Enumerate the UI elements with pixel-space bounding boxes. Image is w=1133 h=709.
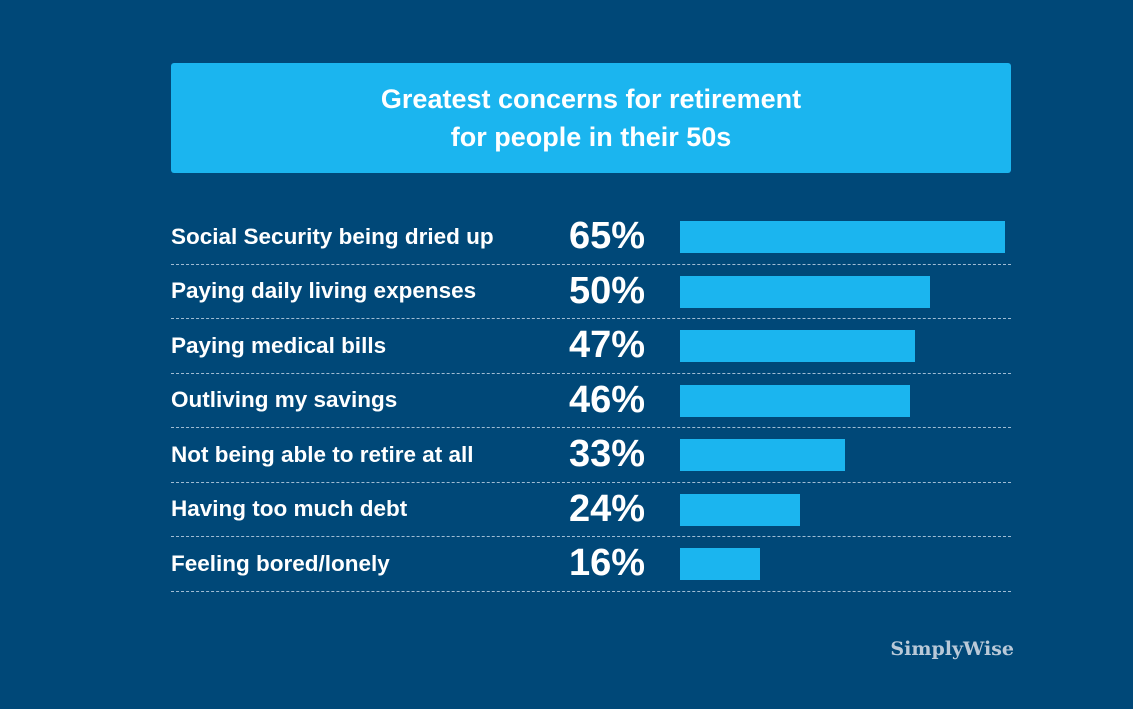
category-label: Social Security being dried up: [171, 223, 494, 249]
category-label: Feeling bored/lonely: [171, 550, 390, 576]
bar-row: Paying medical bills 47%: [171, 319, 1011, 374]
bar-rows: Social Security being dried up 65% Paying …: [171, 210, 1011, 592]
chart-title-line-2: for people in their 50s: [450, 122, 732, 152]
bar: [680, 330, 915, 362]
value-label: 16%: [569, 542, 646, 585]
bar: [680, 221, 1005, 253]
brand-logo: SimplyWise: [890, 638, 1014, 660]
bar-row: Not being able to retire at all 33%: [171, 428, 1011, 483]
bar-row: Social Security being dried up 65%: [171, 210, 1011, 265]
bar-row: Feeling bored/lonely 16%: [171, 537, 1011, 592]
value-label: 47%: [569, 324, 646, 367]
value-label: 50%: [569, 269, 646, 312]
chart-title-banner: Greatest concerns for retirement for peo…: [171, 63, 1011, 173]
category-label: Having too much debt: [171, 496, 408, 522]
category-label: Paying daily living expenses: [171, 278, 477, 304]
bar: [680, 548, 760, 580]
value-label: 46%: [569, 378, 646, 421]
category-label: Not being able to retire at all: [171, 441, 474, 467]
value-label: 24%: [569, 487, 646, 530]
value-label: 65%: [569, 215, 646, 258]
bar-row: Having too much debt 24%: [171, 483, 1011, 537]
bar: [680, 275, 930, 308]
bar-row: Paying daily living expenses 50%: [171, 265, 1011, 319]
value-label: 33%: [569, 433, 646, 476]
category-label: Outliving my savings: [171, 387, 398, 413]
category-label: Paying medical bills: [171, 332, 387, 358]
chart-title-line-1: Greatest concerns for retirement: [380, 84, 802, 114]
bar: [680, 384, 910, 417]
bar: [680, 439, 845, 471]
bar: [680, 493, 800, 526]
bar-row: Outliving my savings 46%: [171, 374, 1011, 428]
